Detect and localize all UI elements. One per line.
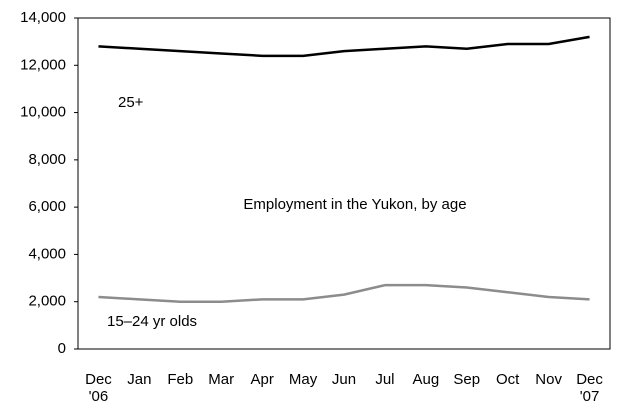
x-tick-label: Sep (453, 371, 480, 388)
y-tick-label: 2,000 (28, 293, 66, 310)
x-tick-label: Dec '06 (85, 371, 112, 405)
series-label: 15–24 yr olds (107, 313, 197, 330)
x-tick-label: Mar (208, 371, 234, 388)
y-tick-label: 10,000 (20, 104, 66, 121)
x-tick-label: Dec '07 (576, 371, 603, 405)
y-tick-label: 8,000 (28, 151, 66, 168)
x-tick-label: Jun (332, 371, 356, 388)
y-tick-label: 6,000 (28, 198, 66, 215)
x-tick-label: Apr (250, 371, 273, 388)
x-tick-label: Feb (167, 371, 193, 388)
y-tick-label: 12,000 (20, 56, 66, 73)
x-tick-label: Nov (535, 371, 562, 388)
series-line (98, 35, 590, 58)
y-tick-label: 0 (58, 340, 66, 357)
series-label: 25+ (118, 94, 144, 111)
y-tick-label: 14,000 (20, 9, 66, 26)
x-tick-label: Aug (412, 371, 439, 388)
y-tick-label: 4,000 (28, 245, 66, 262)
x-tick-label: Jan (127, 371, 151, 388)
series-line (98, 283, 590, 303)
chart-title: Employment in the Yukon, by age (243, 196, 466, 213)
x-tick-label: Oct (496, 371, 520, 388)
plot-frame (77, 17, 611, 350)
x-tick-label: Jul (375, 371, 394, 388)
x-tick-label: May (289, 371, 318, 388)
